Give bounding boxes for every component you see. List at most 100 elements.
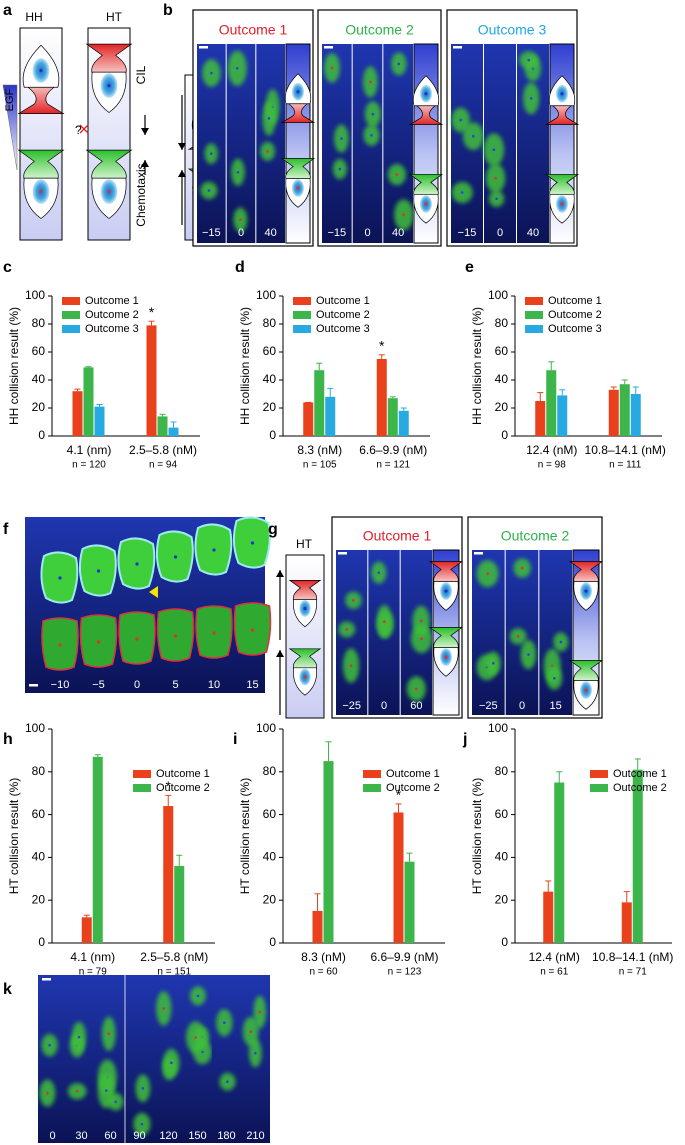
panel-letter: g [268, 521, 278, 538]
bar [557, 395, 568, 436]
x-tick-label: 2.5–5.8 (nM) [129, 443, 197, 457]
y-tick-label: 0 [501, 935, 508, 949]
egf-gradient [2, 84, 18, 171]
panel-letter: a [3, 2, 12, 19]
time-label: −5 [92, 679, 105, 691]
nucleus-marker [266, 150, 269, 153]
sample-size: n = 61 [540, 967, 569, 978]
column-label: HH [25, 10, 42, 24]
time-label: 90 [133, 1130, 145, 1142]
nucleus-marker [552, 676, 556, 680]
nucleus-marker [560, 202, 564, 206]
nucleus-marker [383, 620, 386, 623]
time-label: 120 [159, 1130, 177, 1142]
sample-size: n = 71 [619, 967, 648, 978]
nucleus-marker [249, 1030, 253, 1033]
panel-letter: h [3, 731, 13, 748]
panel-letter: f [3, 521, 9, 538]
y-tick-label: 0 [501, 428, 508, 442]
legend-swatch [293, 325, 311, 333]
nucleus-marker [135, 637, 139, 641]
panel-letter: j [462, 731, 467, 748]
nucleus-marker [415, 687, 418, 691]
nucleus-marker [492, 148, 496, 152]
legend-label: Outcome 3 [316, 323, 370, 335]
y-tick-label: 0 [38, 935, 45, 949]
x-tick-label: 12.4 (nM) [529, 950, 580, 964]
nucleus-marker [107, 84, 111, 88]
sample-size: n = 121 [376, 460, 410, 471]
nucleus-marker [527, 58, 531, 62]
y-tick-label: 60 [32, 344, 46, 358]
bar [632, 769, 643, 943]
nucleus-marker [550, 664, 554, 668]
y-tick-label: 40 [495, 372, 509, 386]
arrow-head [141, 128, 149, 135]
nucleus-marker [48, 1043, 51, 1047]
bar [393, 812, 404, 943]
legend-swatch [133, 784, 151, 792]
nucleus-marker [345, 628, 349, 631]
nucleus-marker [444, 589, 448, 593]
time-label: 0 [519, 700, 525, 712]
time-label: 210 [246, 1130, 264, 1142]
bar [163, 806, 174, 943]
y-tick-label: 40 [32, 850, 46, 864]
bar [404, 861, 415, 943]
legend-label: Outcome 1 [85, 295, 139, 307]
legend-label: Outcome 2 [85, 309, 139, 321]
legend-swatch [525, 325, 543, 333]
nucleus-marker [402, 213, 406, 217]
time-label: 40 [392, 227, 404, 239]
legend-label: Outcome 3 [548, 323, 602, 335]
legend-swatch [525, 297, 543, 305]
nucleus-marker [303, 675, 307, 679]
y-tick-label: 20 [495, 892, 509, 906]
nucleus-marker [250, 628, 255, 632]
legend-label: Outcome 2 [548, 309, 602, 321]
nucleus-marker [267, 117, 271, 120]
bar [312, 910, 323, 943]
time-label: 0 [497, 227, 503, 239]
y-tick-label: 20 [495, 400, 509, 414]
y-tick-label: 100 [488, 721, 508, 735]
y-tick-label: 60 [495, 344, 509, 358]
nucleus-marker [352, 599, 355, 602]
x-tick-label: 8.3 (nM) [297, 443, 342, 457]
bar [81, 917, 92, 943]
nucleus-marker [162, 1007, 166, 1010]
nucleus-marker [170, 1061, 173, 1065]
y-axis-label: HH collision result (%) [238, 307, 252, 425]
time-label: 150 [188, 1130, 206, 1142]
nucleus-marker [296, 90, 300, 94]
time-label: 60 [104, 1130, 116, 1142]
nucleus-marker [520, 566, 524, 570]
nucleus-marker [96, 569, 101, 573]
x-tick-label: 10.8–14.1 (nM) [585, 443, 666, 457]
nucleus-marker [419, 619, 423, 623]
nucleus-marker [349, 664, 353, 667]
y-axis-label: HT collision result (%) [7, 778, 21, 894]
scale-bar [29, 684, 38, 687]
significance-marker: * [396, 787, 402, 803]
nucleus-marker [459, 118, 462, 122]
nucleus-marker [212, 631, 216, 635]
y-tick-label: 60 [263, 807, 277, 821]
y-tick-label: 40 [32, 372, 46, 386]
time-label: −25 [342, 700, 361, 712]
time-label: 15 [246, 679, 258, 691]
arrowhead-marker [149, 586, 158, 598]
scale-bar [338, 552, 347, 555]
time-label: −15 [458, 227, 477, 239]
nucleus-marker [258, 1010, 262, 1014]
legend-label: Outcome 1 [386, 768, 440, 780]
time-label: 0 [238, 227, 244, 239]
x-tick-label: 4.1 (nm) [70, 950, 115, 964]
y-tick-label: 0 [269, 428, 276, 442]
y-tick-label: 20 [263, 892, 277, 906]
cross [79, 124, 89, 134]
y-tick-label: 80 [32, 316, 46, 330]
time-label: −25 [479, 700, 498, 712]
column-label: HT [106, 10, 123, 24]
panel-letter: b [163, 2, 173, 19]
